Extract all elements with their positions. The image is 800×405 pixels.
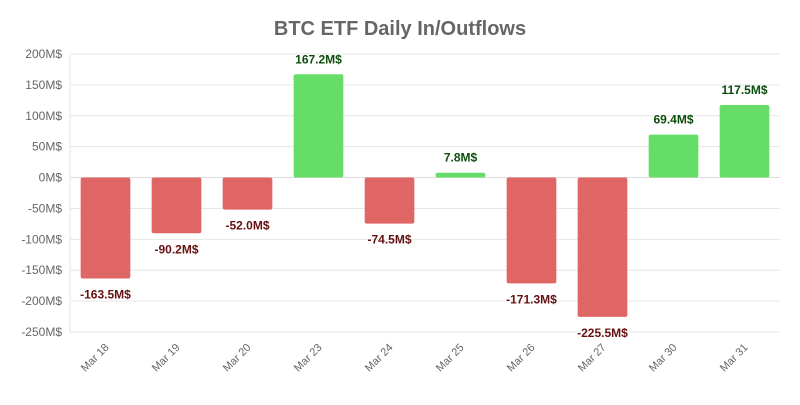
data-label: 7.8M$ [444, 151, 478, 165]
bar-mar-23[interactable] [293, 74, 344, 178]
y-tick-label: 150M$ [25, 78, 62, 92]
data-label: -90.2M$ [154, 242, 198, 256]
y-tick-label: -250M$ [21, 325, 62, 339]
x-tick-label: Mar 26 [505, 342, 538, 375]
x-axis: Mar 18 Mar 19 Mar 20 Mar 23 Mar 24 Mar 25 Mar … [79, 342, 751, 375]
data-label: -163.5M$ [80, 288, 131, 302]
data-label: 167.2M$ [295, 52, 342, 66]
y-tick-label: -200M$ [21, 294, 62, 308]
bar-mar-26[interactable] [506, 177, 557, 284]
x-tick-label: Mar 27 [576, 342, 609, 375]
bar-mar-19[interactable] [151, 177, 202, 234]
y-tick-label: 50M$ [32, 140, 62, 154]
y-tick-label: 200M$ [25, 47, 62, 61]
data-label: -171.3M$ [506, 292, 557, 306]
x-tick-label: Mar 19 [150, 342, 183, 375]
x-tick-label: Mar 23 [292, 342, 325, 375]
bar-mar-30[interactable] [648, 134, 699, 178]
bar-mar-24[interactable] [364, 177, 415, 224]
x-tick-label: Mar 30 [647, 342, 680, 375]
y-tick-label: -50M$ [28, 201, 62, 215]
bar-layer [80, 74, 770, 317]
x-tick-label: Mar 20 [221, 342, 254, 375]
y-axis: 200M$ 150M$ 100M$ 50M$ 0M$ -50M$ -100M$ -150M$ -… [21, 47, 71, 339]
chart-title: BTC ETF Daily In/Outflows [273, 18, 527, 40]
x-tick-label: Mar 25 [434, 342, 467, 375]
bar-mar-31[interactable] [719, 104, 770, 178]
data-label: 117.5M$ [721, 83, 767, 97]
x-tick-label: Mar 31 [718, 342, 751, 375]
data-label: 69.4M$ [653, 113, 693, 127]
y-tick-label: -150M$ [21, 263, 62, 277]
bar-mar-20[interactable] [222, 177, 273, 210]
bar-mar-18[interactable] [80, 177, 131, 279]
x-tick-label: Mar 24 [363, 342, 396, 375]
data-label: -52.0M$ [225, 219, 269, 233]
data-label: -225.5M$ [577, 326, 628, 340]
y-tick-label: -100M$ [21, 232, 62, 246]
bar-mar-25[interactable] [435, 172, 486, 178]
bar-mar-27[interactable] [577, 177, 628, 317]
data-label: -74.5M$ [367, 233, 411, 247]
x-tick-label: Mar 18 [79, 342, 112, 375]
y-tick-label: 0M$ [39, 171, 63, 185]
y-tick-label: 100M$ [25, 109, 62, 123]
label-layer: -163.5M$ -90.2M$ -52.0M$ 167.2M$ -74.5M$ 7.8M… [80, 52, 768, 340]
